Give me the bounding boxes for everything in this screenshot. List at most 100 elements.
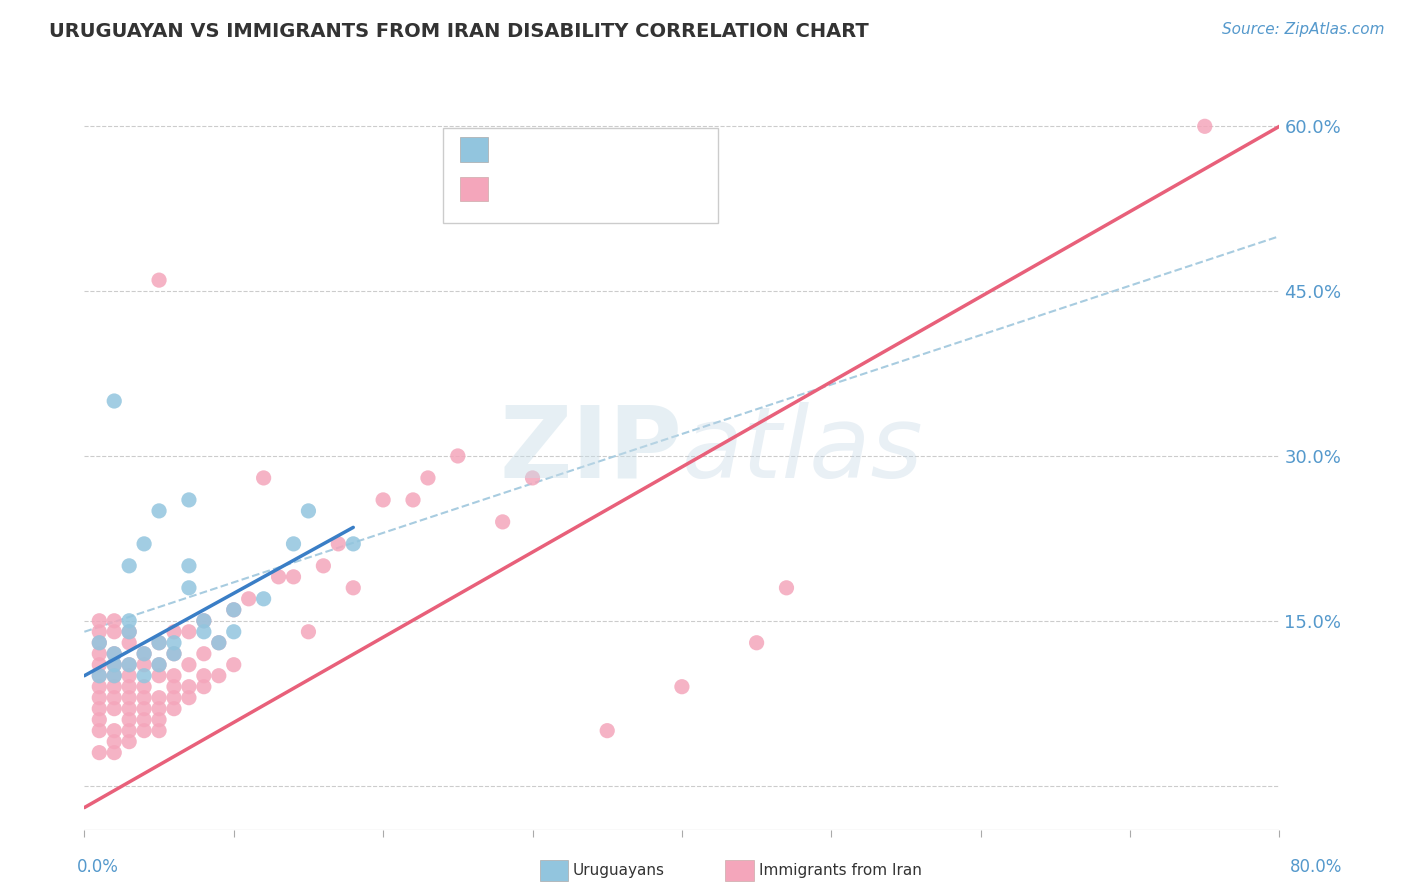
Point [222, 657, 245, 672]
Text: Source: ZipAtlas.com: Source: ZipAtlas.com [1222, 22, 1385, 37]
Point [103, 746, 125, 760]
Point [253, 471, 276, 485]
Point [148, 504, 170, 518]
Point [222, 603, 245, 617]
Point [103, 657, 125, 672]
Point [283, 570, 305, 584]
Point [103, 624, 125, 639]
Point [89, 680, 111, 694]
Point [89, 713, 111, 727]
Point [193, 624, 215, 639]
Text: 0.0%: 0.0% [77, 858, 120, 876]
Point [132, 701, 156, 715]
Point [208, 636, 231, 650]
Point [163, 690, 186, 705]
Point [297, 624, 319, 639]
Point [342, 581, 364, 595]
Point [177, 581, 200, 595]
Point [148, 657, 170, 672]
Point [163, 669, 186, 683]
Point [177, 657, 200, 672]
Point [177, 492, 200, 507]
Point [148, 273, 170, 287]
Point [118, 701, 141, 715]
Point [118, 624, 141, 639]
Point [118, 614, 141, 628]
Point [148, 669, 170, 683]
Point [132, 713, 156, 727]
Point [89, 669, 111, 683]
Point [118, 657, 141, 672]
Point [148, 723, 170, 738]
Point [132, 690, 156, 705]
Point [132, 657, 156, 672]
Point [193, 669, 215, 683]
Point [89, 636, 111, 650]
Point [118, 636, 141, 650]
Point [671, 680, 693, 694]
Point [328, 537, 350, 551]
Point [89, 657, 111, 672]
Point [163, 680, 186, 694]
Point [193, 614, 215, 628]
Text: URUGUAYAN VS IMMIGRANTS FROM IRAN DISABILITY CORRELATION CHART: URUGUAYAN VS IMMIGRANTS FROM IRAN DISABI… [49, 22, 869, 41]
FancyBboxPatch shape [460, 137, 488, 161]
Point [103, 647, 125, 661]
Point [193, 680, 215, 694]
Point [103, 690, 125, 705]
Point [103, 680, 125, 694]
Point [312, 558, 335, 573]
Point [103, 669, 125, 683]
Point [253, 591, 276, 606]
Point [89, 647, 111, 661]
Point [132, 647, 156, 661]
Point [522, 471, 544, 485]
Point [177, 558, 200, 573]
Point [118, 734, 141, 748]
Point [775, 581, 797, 595]
Point [103, 723, 125, 738]
Point [447, 449, 470, 463]
Point [297, 504, 319, 518]
Point [118, 690, 141, 705]
Point [103, 657, 125, 672]
Point [208, 669, 231, 683]
Point [177, 680, 200, 694]
Point [118, 558, 141, 573]
Point [222, 603, 245, 617]
Point [118, 624, 141, 639]
Point [163, 636, 186, 650]
Point [416, 471, 439, 485]
Point [132, 680, 156, 694]
Text: atlas: atlas [682, 402, 924, 499]
Point [132, 723, 156, 738]
Point [238, 591, 260, 606]
Point [1194, 120, 1216, 134]
Point [89, 669, 111, 683]
Point [103, 394, 125, 409]
Point [402, 492, 425, 507]
Point [163, 624, 186, 639]
Point [132, 669, 156, 683]
FancyBboxPatch shape [460, 177, 488, 201]
Point [283, 537, 305, 551]
Point [132, 537, 156, 551]
Text: R = 0.378   N = 30: R = 0.378 N = 30 [496, 140, 681, 158]
Point [193, 614, 215, 628]
Point [596, 723, 619, 738]
Point [103, 701, 125, 715]
Point [89, 636, 111, 650]
Point [163, 647, 186, 661]
FancyBboxPatch shape [443, 128, 718, 223]
Point [89, 723, 111, 738]
Point [103, 734, 125, 748]
Point [103, 614, 125, 628]
Point [89, 624, 111, 639]
Point [118, 669, 141, 683]
Text: ZIP: ZIP [499, 402, 682, 499]
Point [148, 690, 170, 705]
Point [177, 624, 200, 639]
Point [118, 723, 141, 738]
Point [193, 647, 215, 661]
Point [148, 636, 170, 650]
